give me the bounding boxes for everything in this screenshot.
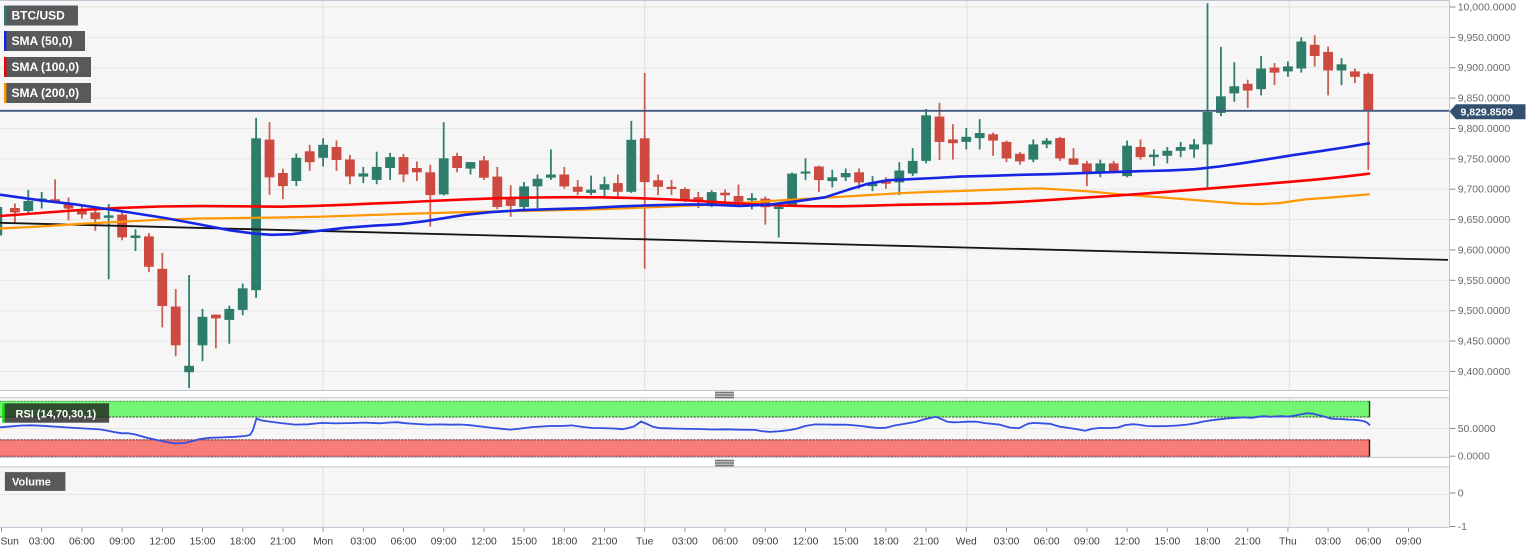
- svg-text:Volume: Volume: [12, 476, 51, 488]
- svg-text:SMA (100,0): SMA (100,0): [12, 60, 80, 74]
- svg-text:21:00: 21:00: [592, 537, 618, 548]
- svg-text:9,750.0000: 9,750.0000: [1458, 153, 1511, 165]
- svg-text:0: 0: [1458, 488, 1464, 500]
- svg-text:-1: -1: [1458, 521, 1467, 533]
- svg-text:9,950.0000: 9,950.0000: [1458, 32, 1511, 44]
- svg-text:Wed: Wed: [956, 537, 977, 548]
- svg-text:12:00: 12:00: [1114, 537, 1140, 548]
- svg-text:18:00: 18:00: [230, 537, 256, 548]
- svg-text:06:00: 06:00: [1034, 537, 1060, 548]
- svg-text:RSI (14,70,30,1): RSI (14,70,30,1): [16, 408, 97, 420]
- svg-text:9,400.0000: 9,400.0000: [1458, 366, 1511, 378]
- svg-text:10,000.0000: 10,000.0000: [1458, 2, 1517, 14]
- svg-text:09:00: 09:00: [109, 537, 135, 548]
- svg-text:06:00: 06:00: [712, 537, 738, 548]
- svg-text:9,850.0000: 9,850.0000: [1458, 93, 1511, 105]
- svg-text:BTC/USD: BTC/USD: [12, 9, 66, 23]
- svg-text:Thu: Thu: [1279, 537, 1297, 548]
- svg-text:SMA (50,0): SMA (50,0): [12, 34, 73, 48]
- svg-text:06:00: 06:00: [1355, 537, 1381, 548]
- svg-text:SMA (200,0): SMA (200,0): [12, 86, 80, 100]
- svg-text:21:00: 21:00: [913, 537, 939, 548]
- svg-text:12:00: 12:00: [149, 537, 175, 548]
- svg-text:09:00: 09:00: [752, 537, 778, 548]
- svg-text:15:00: 15:00: [833, 537, 859, 548]
- svg-text:Mon: Mon: [313, 537, 333, 548]
- svg-text:9,900.0000: 9,900.0000: [1458, 62, 1511, 74]
- svg-text:18:00: 18:00: [1195, 537, 1221, 548]
- svg-text:9,829.8509: 9,829.8509: [1461, 107, 1514, 119]
- svg-text:03:00: 03:00: [350, 537, 376, 548]
- svg-text:06:00: 06:00: [69, 537, 95, 548]
- svg-text:9,700.0000: 9,700.0000: [1458, 184, 1511, 196]
- svg-text:Tue: Tue: [636, 537, 654, 548]
- svg-text:9,500.0000: 9,500.0000: [1458, 305, 1511, 317]
- svg-text:21:00: 21:00: [1235, 537, 1261, 548]
- svg-text:03:00: 03:00: [1315, 537, 1341, 548]
- svg-text:06:00: 06:00: [391, 537, 417, 548]
- svg-text:18:00: 18:00: [551, 537, 577, 548]
- svg-text:21:00: 21:00: [270, 537, 296, 548]
- svg-text:12:00: 12:00: [793, 537, 819, 548]
- svg-text:0.0000: 0.0000: [1458, 451, 1490, 463]
- svg-text:03:00: 03:00: [672, 537, 698, 548]
- svg-text:18:00: 18:00: [873, 537, 899, 548]
- svg-text:9,450.0000: 9,450.0000: [1458, 336, 1511, 348]
- svg-text:03:00: 03:00: [29, 537, 55, 548]
- svg-text:9,650.0000: 9,650.0000: [1458, 214, 1511, 226]
- svg-text:09:00: 09:00: [1074, 537, 1100, 548]
- svg-text:09:00: 09:00: [1396, 537, 1422, 548]
- svg-text:9,600.0000: 9,600.0000: [1458, 244, 1511, 256]
- svg-text:15:00: 15:00: [511, 537, 537, 548]
- svg-text:09:00: 09:00: [431, 537, 457, 548]
- svg-text:15:00: 15:00: [190, 537, 216, 548]
- svg-text:15:00: 15:00: [1154, 537, 1180, 548]
- svg-text:12:00: 12:00: [471, 537, 497, 548]
- svg-text:9,550.0000: 9,550.0000: [1458, 275, 1511, 287]
- svg-text:Sun: Sun: [1, 537, 20, 548]
- svg-text:9,800.0000: 9,800.0000: [1458, 123, 1511, 135]
- svg-text:50.0000: 50.0000: [1458, 423, 1496, 435]
- svg-text:03:00: 03:00: [994, 537, 1020, 548]
